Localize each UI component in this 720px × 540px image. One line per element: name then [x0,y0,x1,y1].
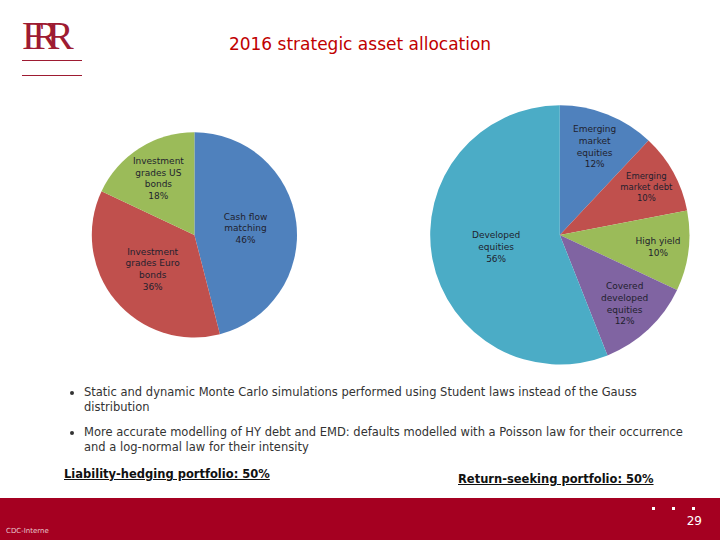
html-text:Return-seeking portfolio: 50%: Return-seeking portfolio: 50% [458,472,654,486]
html-text:FRR: FRR [22,13,62,58]
html-text:More accurate modelling of HY: More accurate modelling of HY debt and E… [84,425,683,454]
html-text:CDC-Interne: CDC-Interne [6,527,49,535]
svg-text:Cash flowmatching46%: Cash flowmatching46% [224,212,268,245]
svg-text:Covereddevelopedequities12%: Covereddevelopedequities12% [601,281,648,326]
svg-text:Emergingmarketequities12%: Emergingmarketequities12% [573,124,616,169]
html-text:29: 29 [686,514,702,528]
svg-text:Investmentgrades USbonds18%: Investmentgrades USbonds18% [133,156,184,201]
html-text:Liability-hedging portfolio: 5: Liability-hedging portfolio: 50% [64,467,270,481]
html-text:Static and dynamic Monte Carlo: Static and dynamic Monte Carlo simulatio… [84,385,637,414]
svg-text:High yield10%: High yield10% [635,236,680,258]
html-text:2016 strategic asset allocatio: 2016 strategic asset allocation [228,34,492,54]
svg-text:Emergingmarket debt10%: Emergingmarket debt10% [620,171,673,203]
svg-text:Investmentgrades Eurobonds36%: Investmentgrades Eurobonds36% [126,247,181,292]
svg-text:Developedequities56%: Developedequities56% [472,230,520,263]
